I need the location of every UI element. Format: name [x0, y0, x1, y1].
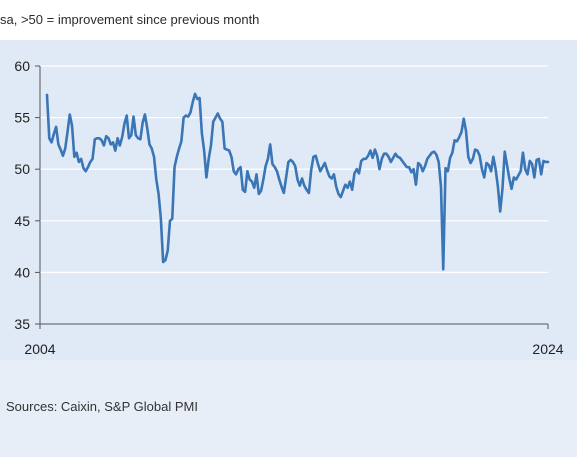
- series-layer: [45, 92, 550, 271]
- line-chart: 60 55 50 45 40 35 2004 2024: [14, 58, 563, 357]
- x-tick-label: 2024: [532, 341, 563, 357]
- chart-subtitle: sa, >50 = improvement since previous mon…: [0, 12, 260, 27]
- series-line: [45, 92, 550, 271]
- chart-source-note: Sources: Caixin, S&P Global PMI: [6, 399, 198, 414]
- grid-lines: [40, 65, 548, 273]
- axes: 60 55 50 45 40 35 2004 2024: [14, 58, 563, 357]
- header-band: sa, >50 = improvement since previous mon…: [0, 0, 577, 40]
- y-tick-label: 50: [14, 161, 30, 177]
- y-tick-label: 60: [14, 58, 30, 74]
- y-tick-label: 40: [14, 264, 30, 280]
- y-tick-label: 55: [14, 110, 30, 126]
- y-tick-label: 45: [14, 213, 30, 229]
- y-tick-label: 35: [14, 316, 30, 332]
- chart-area: 60 55 50 45 40 35 2004 2024: [0, 40, 577, 360]
- x-tick-label: 2004: [24, 341, 55, 357]
